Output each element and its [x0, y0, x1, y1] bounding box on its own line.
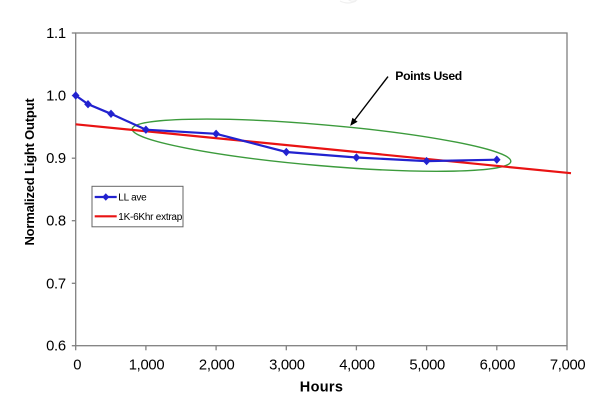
- svg-text:Normalized Light Output: Normalized Light Output: [22, 98, 37, 246]
- svg-text:5,000: 5,000: [409, 358, 445, 374]
- svg-text:0: 0: [73, 358, 81, 374]
- svg-text:7,000: 7,000: [550, 358, 586, 374]
- svg-text:Points Used: Points Used: [395, 69, 462, 83]
- svg-text:0.7: 0.7: [46, 276, 66, 292]
- svg-text:2,000: 2,000: [199, 358, 235, 374]
- svg-text:1,000: 1,000: [129, 358, 165, 374]
- svg-text:3,000: 3,000: [269, 358, 305, 374]
- svg-text:Hours: Hours: [300, 380, 343, 396]
- svg-text:4,000: 4,000: [339, 358, 375, 374]
- svg-text:0.9: 0.9: [46, 151, 66, 167]
- svg-text:1.0: 1.0: [46, 89, 66, 105]
- svg-text:0.6: 0.6: [46, 339, 66, 355]
- svg-text:0.8: 0.8: [46, 214, 66, 230]
- svg-text:1K-6Khr extrap: 1K-6Khr extrap: [118, 212, 182, 223]
- svg-text:LL ave: LL ave: [118, 193, 147, 204]
- svg-text:1.1: 1.1: [46, 26, 66, 42]
- svg-text:6,000: 6,000: [480, 358, 516, 374]
